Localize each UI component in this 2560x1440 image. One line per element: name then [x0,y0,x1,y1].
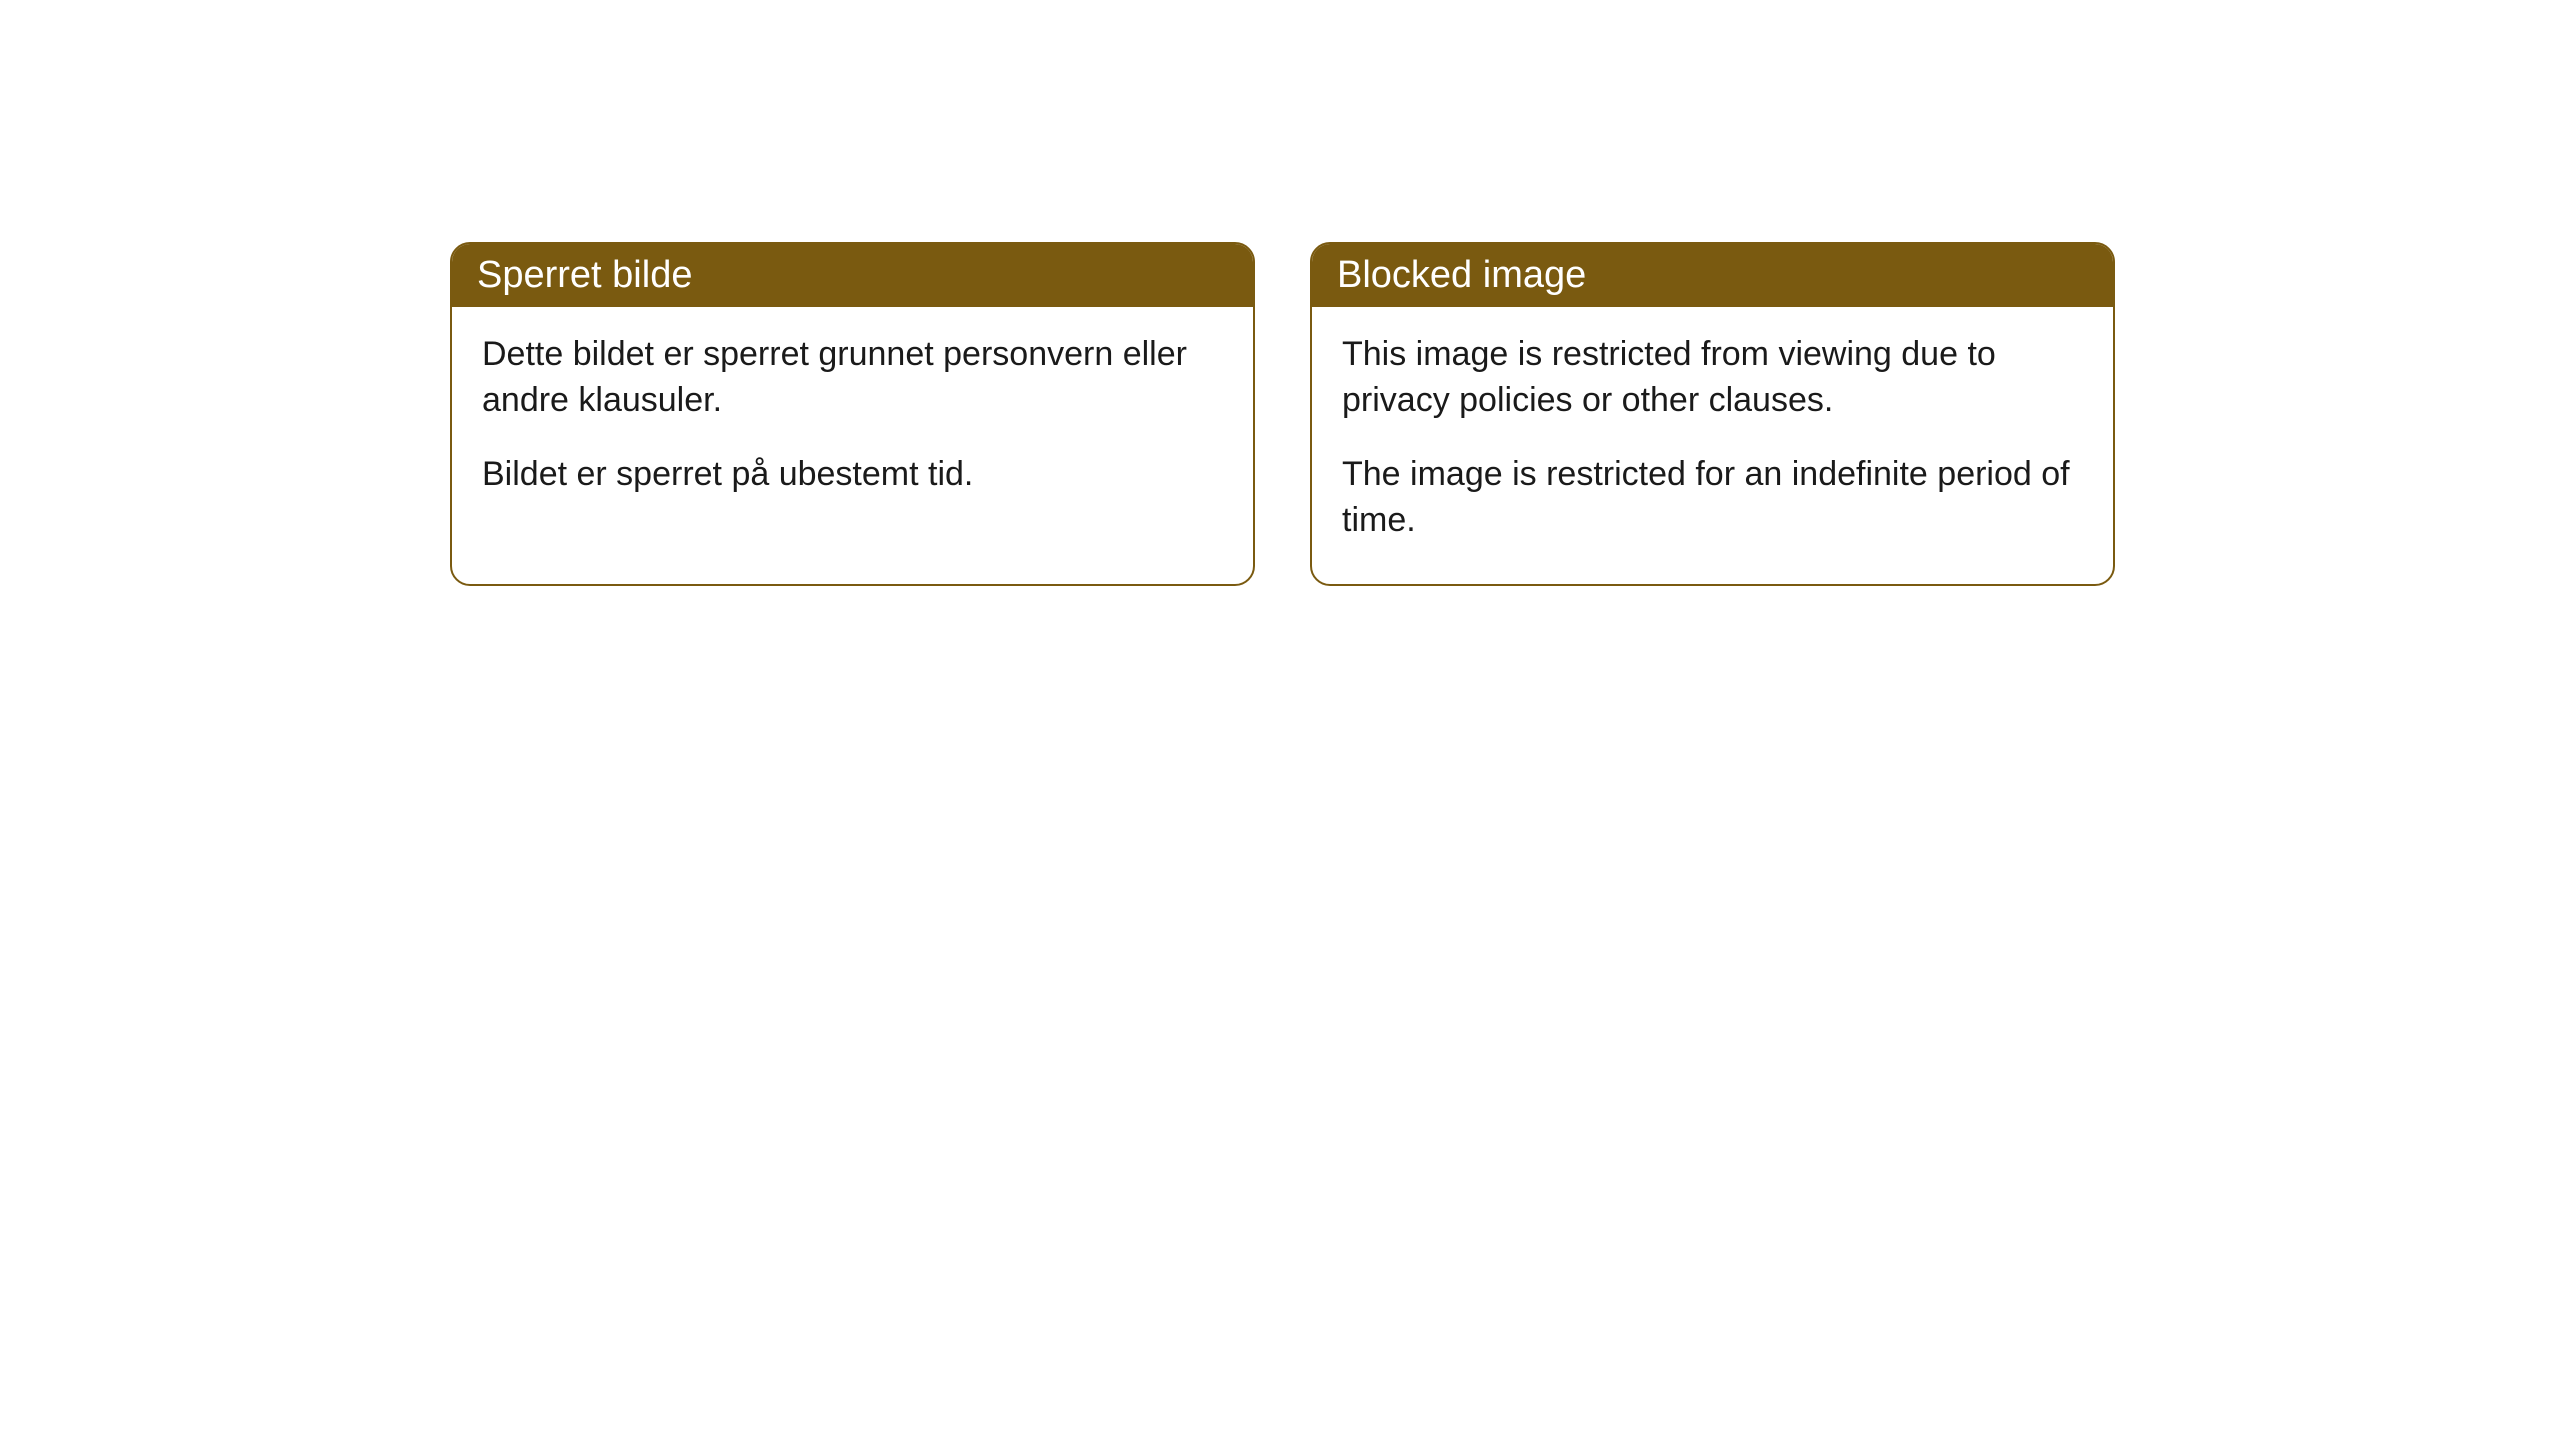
card-body-norwegian: Dette bildet er sperret grunnet personve… [452,307,1253,538]
notice-cards-container: Sperret bilde Dette bildet er sperret gr… [450,242,2115,586]
card-text-english-p1: This image is restricted from viewing du… [1342,332,2083,424]
card-title-english: Blocked image [1337,254,1586,296]
card-header-norwegian: Sperret bilde [452,244,1253,307]
card-text-english-p2: The image is restricted for an indefinit… [1342,452,2083,544]
card-header-english: Blocked image [1312,244,2113,307]
notice-card-english: Blocked image This image is restricted f… [1310,242,2115,586]
card-text-norwegian-p1: Dette bildet er sperret grunnet personve… [482,332,1223,424]
card-text-norwegian-p2: Bildet er sperret på ubestemt tid. [482,452,1223,498]
card-title-norwegian: Sperret bilde [477,254,692,296]
card-body-english: This image is restricted from viewing du… [1312,307,2113,584]
notice-card-norwegian: Sperret bilde Dette bildet er sperret gr… [450,242,1255,586]
